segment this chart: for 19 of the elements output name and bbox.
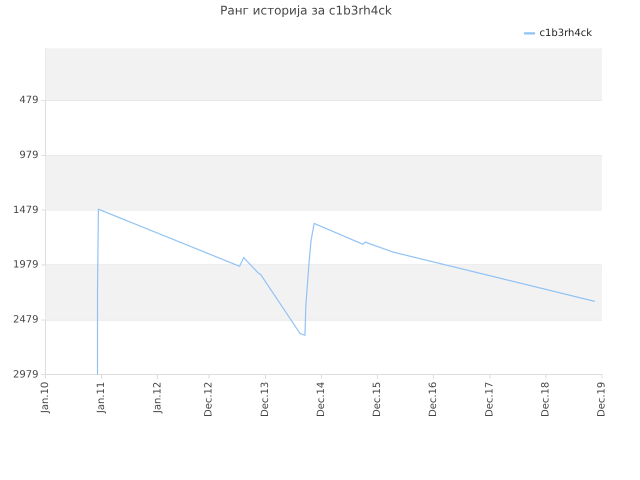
x-tick-label: Dec.16: [428, 382, 440, 418]
x-tick-label: Dec.15: [372, 382, 384, 418]
x-tick-label: Dec.19: [596, 382, 608, 418]
x-tick-label: Dec.17: [484, 382, 496, 418]
x-tick-label: Dec.18: [540, 382, 552, 418]
x-tick-label: Jan.11: [96, 382, 108, 414]
chart-title: Ранг историја за c1b3rh4ck: [220, 3, 392, 18]
y-tick-label: 1479: [12, 204, 38, 216]
x-tick-label: Dec.12: [204, 382, 215, 418]
y-tick-label: 1979: [12, 260, 38, 271]
y-tick-label: 479: [19, 95, 38, 106]
x-tick-label: Dec.14: [316, 382, 327, 418]
x-tick-label: Dec.13: [260, 382, 271, 418]
y-tick-label: 2479: [12, 314, 38, 326]
x-tick-label: Jan.10: [40, 382, 52, 414]
y-tick-label: 2979: [12, 369, 38, 380]
x-tick-label: Jan.12: [152, 382, 164, 414]
legend-label: c1b3rh4ck: [540, 28, 592, 39]
y-tick-label: 979: [19, 150, 38, 161]
